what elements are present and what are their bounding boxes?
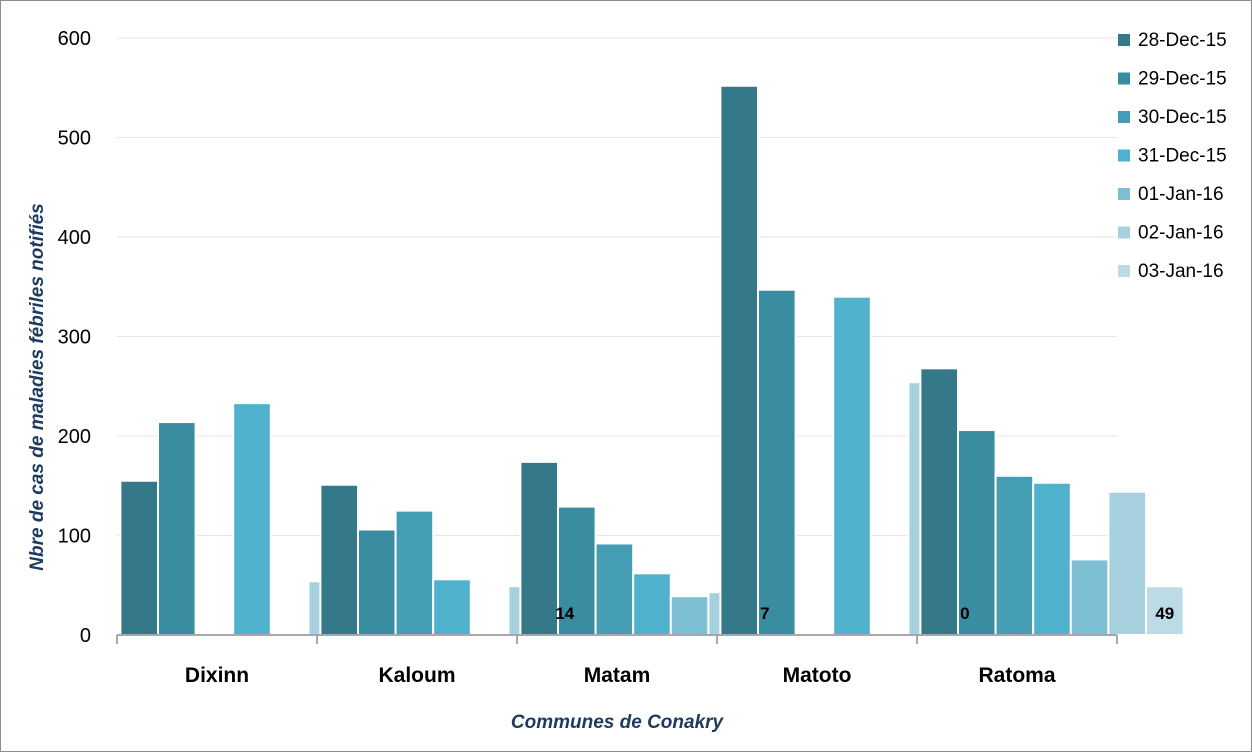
bar-matoto-28-dec-15: [719, 84, 760, 636]
legend-swatch: [1118, 72, 1130, 85]
x-category-label: Dixinn: [185, 664, 249, 687]
bar-matam-30-dec-15: [594, 542, 635, 637]
legend-label: 29-Dec-15: [1138, 69, 1227, 90]
data-label: 14: [555, 604, 574, 623]
legend-label: 28-Dec-15: [1138, 30, 1227, 51]
bar-ratoma-30-dec-15: [994, 474, 1035, 636]
bars: [119, 84, 1185, 637]
bar-ratoma-28-dec-15: [919, 367, 960, 636]
legend-swatch: [1118, 149, 1130, 162]
x-category-label: Ratoma: [978, 664, 1055, 687]
legend-swatch: [1118, 188, 1130, 200]
data-labels: 14 7 0 49: [555, 604, 1174, 623]
legend-label: 31-Dec-15: [1138, 146, 1227, 167]
bar-ratoma-31-dec-15: [1032, 481, 1072, 637]
y-tick-label: 0: [80, 625, 91, 647]
x-category-label: Matoto: [783, 664, 852, 687]
bar-matoto-31-dec-15: [832, 295, 872, 636]
legend-label: 02-Jan-16: [1138, 223, 1224, 244]
bar-matoto-29-dec-15: [757, 288, 797, 636]
legend-label: 03-Jan-16: [1138, 261, 1224, 282]
data-label: 7: [760, 604, 769, 623]
bar-matam-01-jan-16: [669, 595, 710, 637]
bar-kaloum-29-dec-15: [357, 528, 397, 637]
y-axis-title: Nbre de cas de maladies fébriles notifié…: [27, 203, 48, 570]
bar-dixinn-31-dec-15: [232, 402, 272, 637]
y-axis-ticks: 0 100 200 300 400 500 600: [58, 28, 91, 647]
x-category-label: Matam: [584, 664, 651, 687]
legend-swatch: [1118, 265, 1130, 277]
y-tick-label: 500: [58, 128, 91, 150]
y-tick-label: 300: [58, 327, 91, 349]
legend-swatch: [1118, 111, 1130, 123]
bar-matam-28-dec-15: [519, 460, 560, 636]
bar-kaloum-31-dec-15: [432, 578, 472, 637]
bar-kaloum-30-dec-15: [394, 509, 435, 636]
legend-swatch: [1118, 226, 1130, 239]
legend: 28-Dec-15 29-Dec-15 30-Dec-15 31-Dec-15 01-J…: [1118, 30, 1227, 282]
data-label: 0: [960, 604, 969, 623]
legend-swatch: [1118, 34, 1130, 46]
legend-label: 01-Jan-16: [1138, 184, 1224, 205]
x-axis-categories: Dixinn Kaloum Matam Matoto Ratoma: [185, 664, 1056, 687]
x-axis: [116, 634, 1118, 644]
y-tick-label: 200: [58, 426, 91, 448]
y-tick-label: 100: [58, 526, 91, 548]
bar-ratoma-02-jan-16: [1107, 490, 1148, 636]
y-tick-label: 600: [58, 28, 91, 50]
bar-kaloum-28-dec-15: [319, 483, 359, 636]
bar-ratoma-01-jan-16: [1069, 558, 1110, 637]
data-label: 49: [1155, 604, 1174, 623]
bar-ratoma-03-jan-16: [1145, 585, 1185, 636]
y-tick-label: 400: [58, 227, 91, 249]
x-category-label: Kaloum: [378, 664, 455, 687]
bar-dixinn-29-dec-15: [157, 421, 197, 636]
bar-matam-31-dec-15: [632, 572, 672, 636]
bar-dixinn-28-dec-15: [119, 479, 159, 636]
legend-label: 30-Dec-15: [1138, 107, 1227, 128]
x-axis-title: Communes de Conakry: [511, 712, 725, 733]
